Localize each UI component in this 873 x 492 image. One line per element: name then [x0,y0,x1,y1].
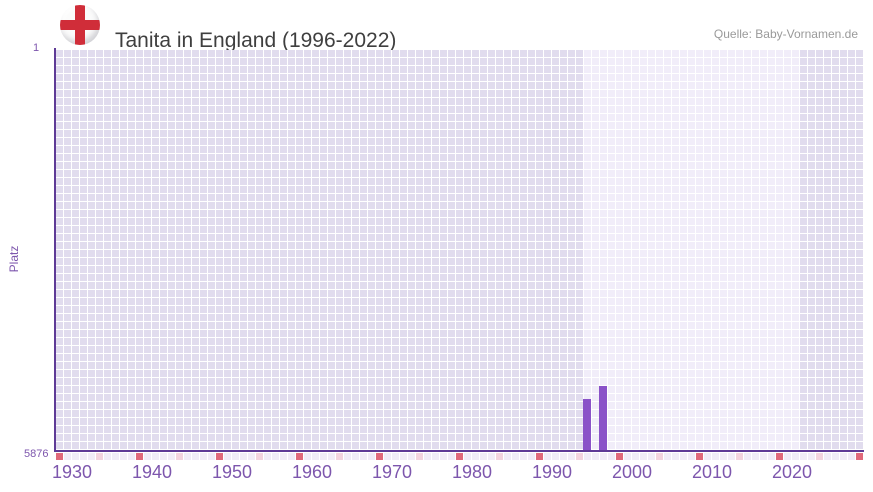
x-tick-1990 [536,453,543,460]
x-axis-label-1970: 1970 [371,462,413,482]
source-attribution: Quelle: Baby-Vornamen.de [713,27,858,41]
x-axis-label-1930: 1930 [51,462,93,482]
x-tick-1940 [136,453,143,460]
x-axis-labels: 1930 1940 1950 1960 1970 1980 1990 2000 2010 2020 [52,462,864,486]
x-tick-1995 [576,453,583,460]
y-axis-label-top: 1 [32,42,40,54]
england-flag-icon [60,5,100,45]
x-tick-1970 [376,453,383,460]
x-tick-1960 [296,453,303,460]
x-tick-1975 [416,453,423,460]
plot-area [56,50,864,450]
y-axis-line [54,48,56,452]
x-tick-1945 [176,453,183,460]
x-tick-2000 [616,453,623,460]
x-tick-1955 [256,453,263,460]
x-tick-1985 [496,453,503,460]
flag-cross-horizontal [60,20,100,30]
x-tick-2015 [736,453,743,460]
x-tick-1930 [56,453,63,460]
x-tick-2020 [776,453,783,460]
x-tick-1950 [216,453,223,460]
x-axis-label-1960: 1960 [291,462,333,482]
x-axis-line [54,450,864,452]
x-axis-label-2000: 2000 [611,462,653,482]
x-axis-label-1950: 1950 [211,462,253,482]
x-tick-1980 [456,453,463,460]
x-axis-label-1940: 1940 [131,462,173,482]
bar-1996 [583,399,591,450]
x-axis-label-2020: 2020 [771,462,813,482]
y-axis-label-bottom: 5876 [24,448,49,460]
x-tick-1965 [336,453,343,460]
x-tick-row [56,453,864,460]
highlight-band [584,50,800,450]
y-axis-title: Platz [7,245,21,273]
x-axis-label-1990: 1990 [531,462,573,482]
x-tick-2010 [696,453,703,460]
x-axis-label-1980: 1980 [451,462,493,482]
x-tick-2005 [656,453,663,460]
x-tick-2030 [856,453,863,460]
bar-1998 [599,386,607,450]
chart-title: Tanita in England (1996-2022) [115,29,397,53]
x-tick-2025 [816,453,823,460]
x-tick-1935 [96,453,103,460]
x-axis-label-2010: 2010 [691,462,733,482]
